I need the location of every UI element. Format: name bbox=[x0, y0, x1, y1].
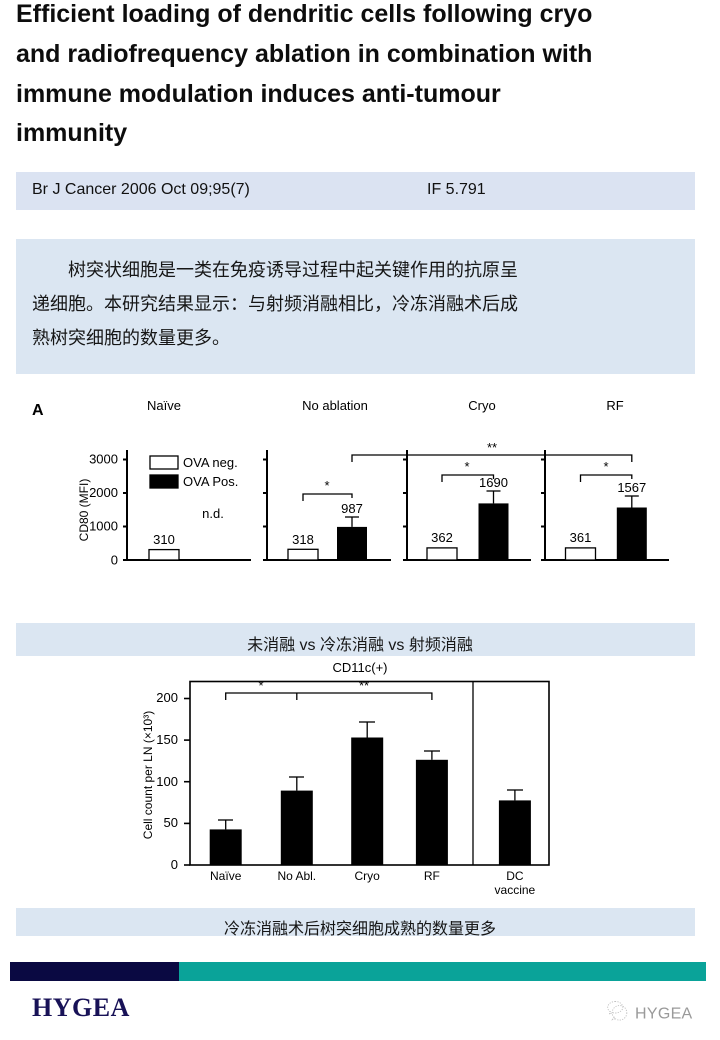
svg-text:RF: RF bbox=[424, 869, 440, 883]
svg-text:HYGEA: HYGEA bbox=[635, 1006, 693, 1023]
svg-text:**: ** bbox=[359, 678, 369, 693]
svg-text:3000: 3000 bbox=[89, 452, 118, 467]
svg-text:200: 200 bbox=[156, 690, 178, 705]
svg-text:OVA neg.: OVA neg. bbox=[183, 455, 238, 470]
svg-text:A: A bbox=[32, 402, 44, 419]
svg-text:**: ** bbox=[487, 440, 497, 455]
svg-text:361: 361 bbox=[570, 530, 592, 545]
svg-text:Cryo: Cryo bbox=[468, 398, 495, 413]
svg-text:*: * bbox=[258, 678, 263, 693]
svg-text:Cell count per LN (×10³): Cell count per LN (×10³) bbox=[141, 711, 155, 839]
svg-text:310: 310 bbox=[153, 532, 175, 547]
svg-text:0: 0 bbox=[111, 553, 118, 566]
svg-text:150: 150 bbox=[156, 732, 178, 747]
svg-text:Naïve: Naïve bbox=[147, 398, 181, 413]
svg-text:DC: DC bbox=[506, 869, 524, 883]
svg-text:987: 987 bbox=[341, 501, 363, 516]
svg-text:CD80 (MFI): CD80 (MFI) bbox=[77, 479, 91, 542]
svg-text:No ablation: No ablation bbox=[302, 398, 368, 413]
svg-text:362: 362 bbox=[431, 530, 453, 545]
svg-text:318: 318 bbox=[292, 532, 314, 547]
svg-text:RF: RF bbox=[606, 398, 623, 413]
svg-text:1567: 1567 bbox=[617, 480, 646, 495]
svg-text:*: * bbox=[603, 459, 608, 474]
svg-text:50: 50 bbox=[164, 815, 178, 830]
svg-text:1000: 1000 bbox=[89, 519, 118, 534]
svg-text:*: * bbox=[324, 478, 329, 493]
svg-text:CD11c(+): CD11c(+) bbox=[332, 660, 387, 675]
svg-text:*: * bbox=[464, 459, 469, 474]
svg-text:100: 100 bbox=[156, 774, 178, 789]
svg-text:0: 0 bbox=[171, 857, 178, 872]
svg-text:vaccine: vaccine bbox=[495, 883, 536, 897]
svg-text:OVA Pos.: OVA Pos. bbox=[183, 474, 238, 489]
svg-text:Cryo: Cryo bbox=[355, 869, 381, 883]
svg-text:Naïve: Naïve bbox=[210, 869, 242, 883]
svg-text:n.d.: n.d. bbox=[202, 506, 224, 521]
svg-text:2000: 2000 bbox=[89, 485, 118, 500]
svg-text:No Abl.: No Abl. bbox=[277, 869, 316, 883]
